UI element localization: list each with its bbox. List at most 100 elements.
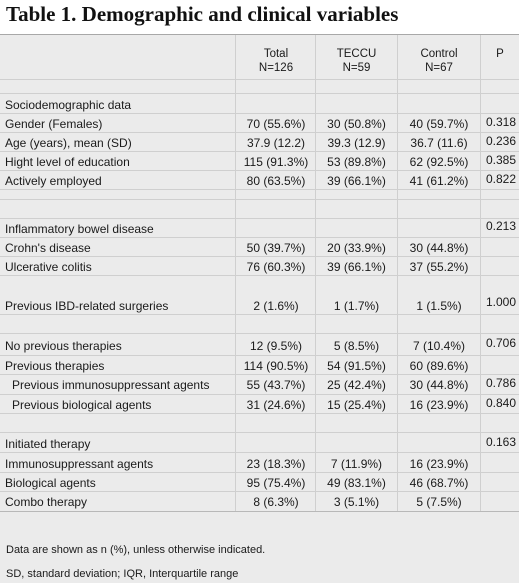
control-value: 62 (92.5%) xyxy=(409,155,469,169)
total-value: 23 (18.3%) xyxy=(246,457,306,471)
row-divider xyxy=(0,93,519,94)
row-label: Hight level of education xyxy=(5,155,130,169)
row-label: No previous therapies xyxy=(5,339,122,353)
row-divider xyxy=(0,132,519,133)
header-control: Control N=67 xyxy=(398,47,480,75)
row-label: Biological agents xyxy=(5,476,96,490)
row-divider xyxy=(0,472,519,473)
data-table: Total N=126 TECCU N=59 Control N=67 P So… xyxy=(0,34,519,583)
footnote: Data are shown as n (%), unless otherwis… xyxy=(6,544,266,556)
row-divider xyxy=(0,151,519,152)
total-value: 114 (90.5%) xyxy=(243,359,309,373)
row-divider xyxy=(0,374,519,375)
control-value: 36.7 (11.6) xyxy=(410,136,468,150)
footnote: SD, standard deviation; IQR, Interquarti… xyxy=(6,568,239,580)
row-label: Crohn's disease xyxy=(5,241,91,255)
header-control-label: Control xyxy=(420,48,458,60)
control-value: 1 (1.5%) xyxy=(416,299,462,313)
control-value: 37 (55.2%) xyxy=(409,260,469,274)
row-divider xyxy=(0,170,519,171)
header-p: P xyxy=(496,48,504,60)
teccu-value: 20 (33.9%) xyxy=(327,241,386,255)
control-value: 16 (23.9%) xyxy=(409,398,469,412)
row-label: Age (years), mean (SD) xyxy=(5,136,132,150)
teccu-value: 1 (1.7%) xyxy=(333,299,380,313)
total-value: 95 (75.4%) xyxy=(246,476,306,490)
teccu-value: 39.3 (12.9) xyxy=(327,136,386,150)
control-value: 46 (68.7%) xyxy=(409,476,469,490)
control-value: 7 (10.4%) xyxy=(412,339,466,353)
control-value: 30 (44.8%) xyxy=(409,241,469,255)
teccu-value: 7 (11.9%) xyxy=(330,457,383,471)
table-bottom-rule xyxy=(0,511,519,512)
row-label: Previous therapies xyxy=(5,359,105,373)
row-label: Inflammatory bowel disease xyxy=(5,222,154,236)
teccu-value: 30 (50.8%) xyxy=(327,117,386,131)
p-value: 1.000 xyxy=(486,295,517,309)
column-divider xyxy=(315,35,316,511)
row-divider xyxy=(0,491,519,492)
total-value: 55 (43.7%) xyxy=(246,378,306,392)
row-label: Combo therapy xyxy=(5,495,88,509)
total-value: 80 (63.5%) xyxy=(246,174,306,188)
total-value: 31 (24.6%) xyxy=(246,398,306,412)
row-divider xyxy=(0,432,519,433)
p-value: 0.706 xyxy=(486,336,517,350)
row-divider xyxy=(0,275,519,276)
p-value: 0.840 xyxy=(486,396,517,410)
row-divider xyxy=(0,355,519,356)
header-total: Total N=126 xyxy=(236,47,316,75)
total-value: 8 (6.3%) xyxy=(253,495,299,509)
teccu-value: 54 (91.5%) xyxy=(327,359,386,373)
row-label: Previous immunosuppressant agents xyxy=(12,378,210,392)
control-value: 5 (7.5%) xyxy=(416,495,462,509)
row-label: Sociodemographic data xyxy=(5,98,132,112)
p-value: 0.822 xyxy=(486,172,517,186)
row-label: Previous IBD-related surgeries xyxy=(5,299,169,313)
row-divider xyxy=(0,79,519,80)
p-value: 0.163 xyxy=(486,435,517,449)
row-divider xyxy=(0,394,519,395)
row-divider xyxy=(0,413,519,414)
total-value: 2 (1.6%) xyxy=(253,299,299,313)
total-value: 12 (9.5%) xyxy=(249,339,303,353)
row-divider xyxy=(0,113,519,114)
control-value: 41 (61.2%) xyxy=(409,174,469,188)
row-divider xyxy=(0,256,519,257)
total-value: 70 (55.6%) xyxy=(246,117,306,131)
control-value: 30 (44.8%) xyxy=(409,378,469,392)
row-label: Actively employed xyxy=(5,174,102,188)
control-value: 60 (89.6%) xyxy=(409,359,469,373)
header-total-n: N=126 xyxy=(258,62,294,74)
p-value: 0.213 xyxy=(486,219,517,233)
row-divider xyxy=(0,333,519,334)
teccu-value: 39 (66.1%) xyxy=(327,174,386,188)
header-total-label: Total xyxy=(263,48,289,60)
teccu-value: 39 (66.1%) xyxy=(327,260,386,274)
teccu-value: 25 (42.4%) xyxy=(327,378,386,392)
row-divider xyxy=(0,237,519,238)
teccu-value: 3 (5.1%) xyxy=(333,495,380,509)
total-value: 115 (91.3%) xyxy=(243,155,309,169)
row-label: Initiated therapy xyxy=(5,437,91,451)
total-value: 37.9 (12.2) xyxy=(246,136,306,150)
row-label: Previous biological agents xyxy=(12,398,152,412)
column-divider xyxy=(235,35,236,511)
p-value: 0.318 xyxy=(486,115,517,129)
p-value: 0.786 xyxy=(486,376,517,390)
total-value: 76 (60.3%) xyxy=(246,260,306,274)
column-divider xyxy=(397,35,398,511)
row-label: Gender (Females) xyxy=(5,117,103,131)
teccu-value: 49 (83.1%) xyxy=(327,476,386,490)
teccu-value: 5 (8.5%) xyxy=(333,339,380,353)
row-label: Immunosuppressant agents xyxy=(5,457,154,471)
header-control-n: N=67 xyxy=(425,62,453,74)
row-label: Ulcerative colitis xyxy=(5,260,92,274)
header-teccu: TECCU N=59 xyxy=(316,47,397,75)
table-title: Table 1. Demographic and clinical variab… xyxy=(6,2,399,26)
header-teccu-label: TECCU xyxy=(336,48,377,60)
row-divider xyxy=(0,189,519,190)
control-value: 16 (23.9%) xyxy=(409,457,469,471)
teccu-value: 15 (25.4%) xyxy=(327,398,386,412)
column-divider xyxy=(480,35,481,511)
